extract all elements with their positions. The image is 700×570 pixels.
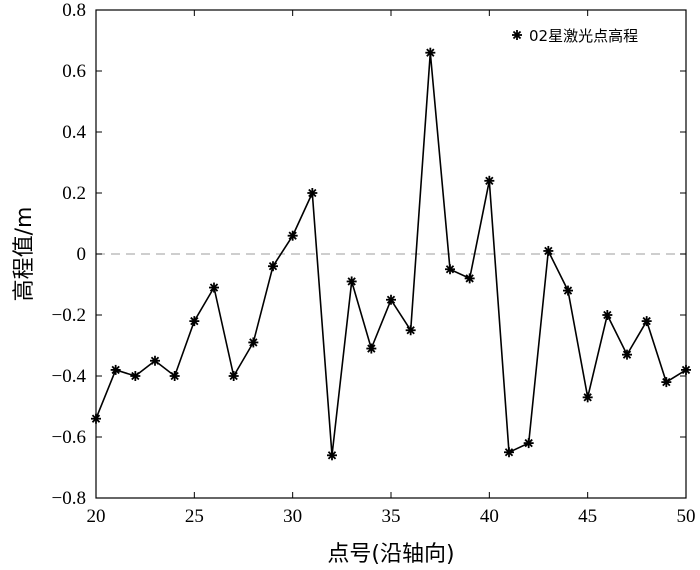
x-tick-label: 20 <box>87 506 106 527</box>
x-tick-label: 30 <box>283 506 302 527</box>
x-tick-label: 40 <box>480 506 499 527</box>
data-point-marker <box>641 316 652 327</box>
data-point-marker <box>405 325 416 336</box>
y-tick-label: 0.2 <box>62 183 86 204</box>
data-point-marker <box>268 261 278 272</box>
data-point-marker <box>602 310 613 320</box>
data-point-marker <box>484 175 495 186</box>
data-point-marker <box>228 371 239 381</box>
data-point-marker <box>563 285 573 296</box>
y-tick-label: −0.4 <box>52 366 87 387</box>
data-point-marker <box>189 316 200 327</box>
data-point-marker <box>307 188 318 198</box>
data-point-marker <box>445 264 455 275</box>
data-point-marker <box>287 230 298 241</box>
data-point-marker <box>523 438 534 449</box>
y-tick-label: −0.8 <box>52 488 86 509</box>
data-point-marker <box>110 364 121 375</box>
data-point-marker <box>661 377 672 388</box>
data-point-marker <box>248 337 259 348</box>
data-point-marker <box>386 294 396 305</box>
y-tick-label: −0.2 <box>52 305 86 326</box>
data-point-marker <box>622 349 632 360</box>
y-tick-label: −0.6 <box>52 427 86 448</box>
data-point-marker <box>130 371 141 381</box>
data-point-marker <box>582 392 593 403</box>
data-point-marker <box>543 245 554 256</box>
data-point-marker <box>169 371 180 381</box>
data-point-marker <box>209 282 219 293</box>
y-tick-label: 0.6 <box>62 61 86 82</box>
legend-label: 02星激光点高程 <box>529 27 638 45</box>
y-tick-label: 0 <box>77 244 87 265</box>
legend-marker <box>512 30 522 40</box>
legend: 02星激光点高程 <box>512 27 638 45</box>
data-point-marker <box>464 273 475 284</box>
data-point-marker <box>150 355 160 366</box>
x-tick-label: 50 <box>677 506 696 527</box>
y-axis-label: 高程值/m <box>12 207 37 302</box>
x-axis-label: 点号(沿轴向) <box>327 542 454 567</box>
y-tick-label: 0.4 <box>62 122 86 143</box>
x-tick-label: 35 <box>382 506 401 527</box>
y-tick-label: 0.8 <box>62 0 86 21</box>
data-point-marker <box>346 276 357 287</box>
data-point-marker <box>366 343 377 354</box>
x-tick-label: 25 <box>185 506 204 527</box>
x-tick-label: 45 <box>578 506 597 527</box>
data-point-marker <box>327 450 337 461</box>
data-point-marker <box>425 47 436 58</box>
data-point-marker <box>504 447 514 458</box>
